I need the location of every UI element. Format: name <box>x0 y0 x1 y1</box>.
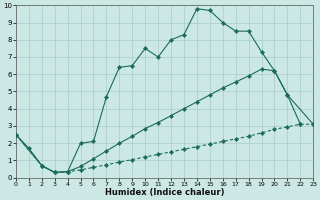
X-axis label: Humidex (Indice chaleur): Humidex (Indice chaleur) <box>105 188 224 197</box>
